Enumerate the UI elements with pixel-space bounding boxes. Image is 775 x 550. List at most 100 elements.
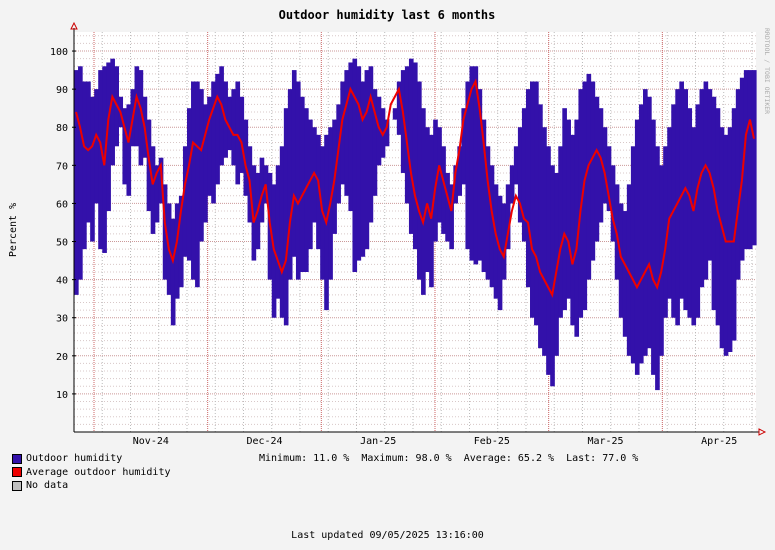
humidity-range-bar [679, 81, 684, 299]
humidity-range-bar [477, 89, 483, 261]
humidity-range-bar [719, 127, 725, 349]
humidity-range-bar [513, 146, 519, 185]
humidity-range-bar [489, 165, 495, 288]
y-tick-label: 90 [56, 85, 68, 96]
humidity-range-bar [546, 146, 551, 375]
humidity-range-bar [243, 119, 249, 196]
humidity-range-bar [610, 165, 616, 242]
humidity-range-bar [497, 195, 503, 311]
humidity-range-bar [126, 104, 132, 196]
humidity-range-bar [364, 70, 370, 250]
humidity-range-bar [525, 89, 531, 288]
humidity-range-bar [659, 165, 664, 356]
humidity-range-bar [554, 172, 559, 356]
humidity-range-bar [590, 81, 596, 261]
humidity-range-bar [461, 108, 467, 185]
y-axis-label: Percent % [8, 203, 19, 257]
humidity-range-bar [695, 104, 701, 318]
humidity-range-bar [562, 108, 567, 311]
humidity-range-bar [231, 89, 237, 166]
humidity-range-bar [291, 70, 297, 257]
y-tick-labels: 10 20 30 40 50 60 70 80 90 100 [50, 47, 76, 401]
x-tick-label: Feb-25 [474, 436, 510, 447]
stats-summary: Minimum: 11.0 % Maximum: 98.0 % Average:… [259, 453, 638, 464]
humidity-range-bar [453, 165, 458, 204]
humidity-range-bar [74, 70, 79, 295]
humidity-range-bar [501, 203, 507, 280]
humidity-range-bar [651, 119, 656, 375]
last-updated: Last updated 09/05/2025 13:16:00 [291, 530, 484, 541]
x-tick-label: Dec-24 [246, 436, 282, 447]
humidity-range-bar [703, 81, 709, 280]
y-tick-label: 80 [56, 123, 68, 134]
legend-label-no-data: No data [26, 480, 69, 491]
humidity-range-bar [493, 184, 499, 299]
humidity-range-bar [384, 119, 390, 147]
humidity-range-bar [630, 146, 636, 364]
humidity-range-bar [215, 73, 220, 185]
legend-item-average-humidity: Average outdoor humidity [12, 466, 171, 480]
humidity-range-bar [647, 96, 652, 349]
humidity-range-bar [304, 108, 309, 272]
humidity-range-bar [735, 89, 741, 280]
legend-swatch-average-humidity [12, 467, 22, 478]
y-tick-label: 70 [56, 161, 68, 172]
humidity-range-bar [344, 70, 350, 196]
humidity-range-bar [162, 184, 168, 280]
y-tick-label: 10 [56, 390, 68, 401]
chart-title: Outdoor humidity last 6 months [279, 8, 496, 22]
humidity-range-bar [82, 81, 87, 250]
humidity-range-bar [98, 70, 103, 250]
humidity-range-bar [530, 81, 535, 318]
humidity-range-bar [634, 119, 640, 375]
humidity-range-bar [485, 146, 491, 280]
y-tick-label: 40 [56, 276, 68, 287]
stat-last: Last: 77.0 % [566, 453, 639, 464]
legend: Outdoor humidity Average outdoor humidit… [12, 452, 171, 493]
humidity-range-bar [106, 62, 111, 212]
humidity-range-bar [711, 96, 717, 311]
humidity-range-bar [203, 104, 208, 223]
humidity-range-bar [360, 81, 366, 257]
humidity-range-bar [372, 89, 378, 196]
humidity-range-bar [663, 146, 668, 318]
humidity-range-bar [457, 146, 463, 196]
humidity-range-bar [110, 58, 115, 166]
humidity-range-bar [433, 119, 438, 242]
humidity-range-bar [86, 81, 91, 223]
humidity-range-bar [441, 146, 446, 234]
humidity-range-bar [90, 96, 95, 242]
humidity-range-bar [449, 184, 454, 250]
humidity-range-bar [94, 89, 99, 204]
humidity-range-bar [279, 146, 285, 318]
humidity-range-bar [517, 127, 523, 223]
humidity-range-bar [239, 96, 245, 173]
humidity-range-bar [134, 66, 140, 147]
humidity-range-bar [542, 127, 547, 356]
humidity-range-bar [404, 66, 410, 204]
humidity-range-bar [723, 134, 729, 356]
humidity-range-bar [299, 96, 305, 272]
humidity-range-bar [465, 81, 471, 250]
humidity-range-bar [356, 66, 362, 261]
humidity-range-bar [743, 70, 749, 250]
humidity-range-bar [251, 165, 257, 261]
humidity-range-bar [368, 66, 374, 223]
humidity-range-bar [558, 146, 563, 318]
humidity-range-bar [235, 81, 241, 185]
humidity-range-bar [186, 108, 192, 261]
humidity-range-bar [638, 104, 644, 364]
humidity-range-bar [715, 108, 721, 326]
humidity-range-bar [437, 127, 442, 223]
humidity-range-bar [195, 81, 200, 288]
legend-swatch-outdoor-humidity [12, 453, 22, 464]
humidity-range-bar [481, 119, 487, 273]
humidity-range-bar [207, 96, 212, 196]
humidity-range-bar [408, 58, 414, 234]
legend-swatch-no-data [12, 480, 22, 491]
stat-average: Average: 65.2 % [463, 453, 555, 464]
humidity-range-bar [122, 108, 128, 185]
humidity-range-bar [521, 108, 527, 242]
y-tick-label: 60 [56, 199, 68, 210]
